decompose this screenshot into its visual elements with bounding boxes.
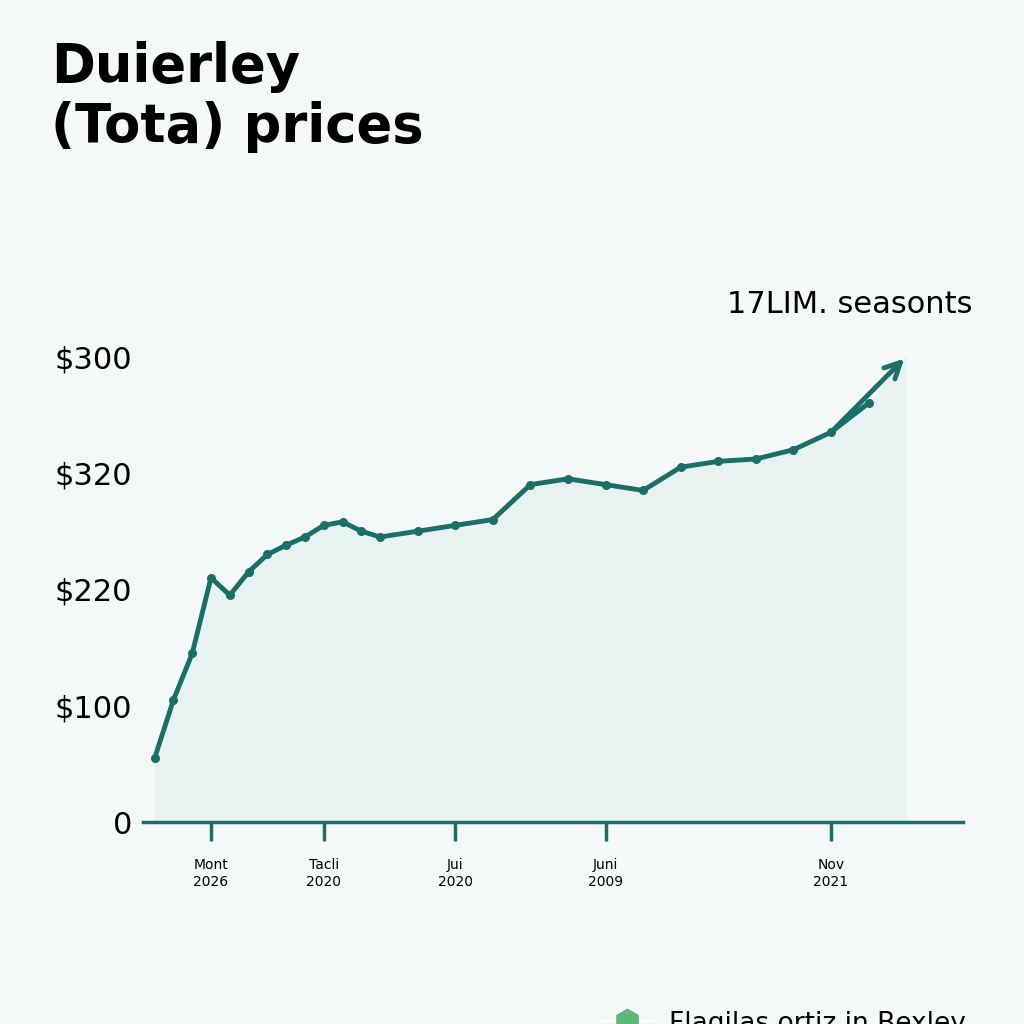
Text: 17LIM. seasonts: 17LIM. seasonts: [727, 291, 973, 319]
Text: Duierley
(Tota) prices: Duierley (Tota) prices: [51, 41, 424, 154]
Legend: Flagilas ortiz in Bexley: Flagilas ortiz in Bexley: [600, 1011, 966, 1024]
